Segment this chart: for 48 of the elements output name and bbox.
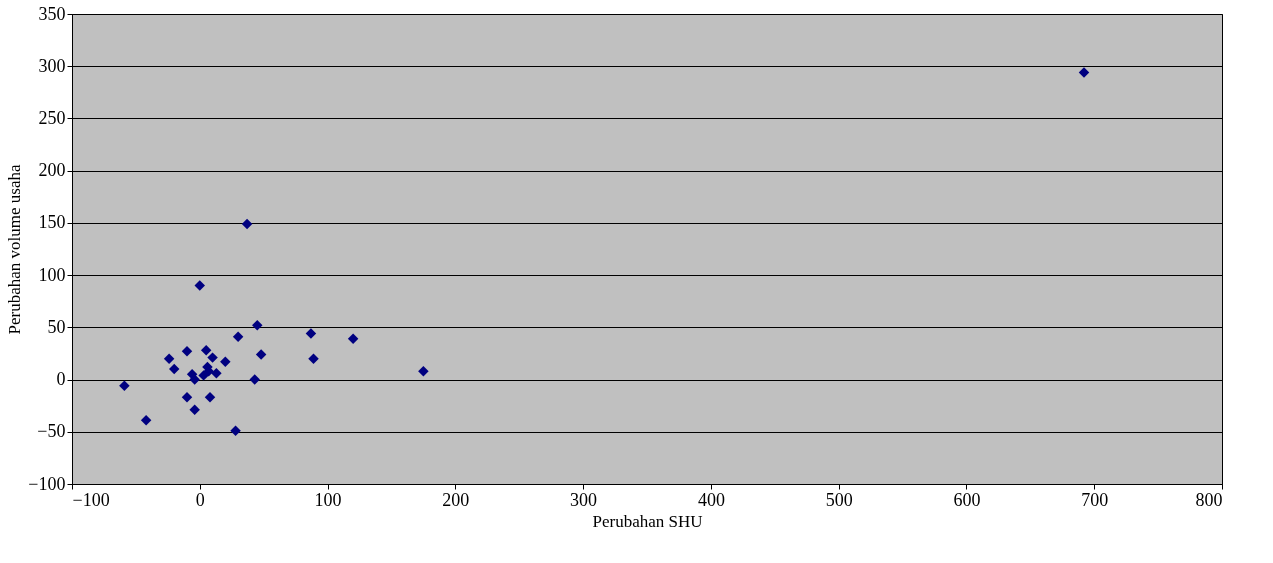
y-tick-label: 0 xyxy=(56,369,66,390)
x-tick-label: 200 xyxy=(442,489,470,510)
point xyxy=(418,365,429,377)
point xyxy=(189,404,200,416)
point xyxy=(211,368,222,379)
y-tick-label: −100 xyxy=(28,473,66,494)
point xyxy=(168,363,180,375)
point xyxy=(241,218,253,230)
point xyxy=(181,346,193,357)
point xyxy=(207,352,218,363)
point xyxy=(204,392,216,403)
point xyxy=(163,353,175,364)
x-tick-label: 300 xyxy=(570,489,598,510)
point xyxy=(255,349,267,360)
point xyxy=(308,353,319,364)
x-tick-label: 500 xyxy=(825,489,853,510)
x-tick-label: 700 xyxy=(1081,489,1109,510)
y-tick-label: 100 xyxy=(38,264,66,285)
y-tick-label: 300 xyxy=(38,55,66,76)
y-axis-title: Perubahan volume usaha xyxy=(5,164,25,335)
y-tick-label: −50 xyxy=(37,421,66,442)
point xyxy=(200,345,212,356)
point xyxy=(230,425,241,436)
point xyxy=(189,374,200,385)
point xyxy=(220,356,231,368)
x-axis-title: Perubahan SHU xyxy=(592,511,703,531)
x-tick-label: 0 xyxy=(195,489,205,510)
point xyxy=(1078,67,1090,78)
y-tick-label: 250 xyxy=(38,107,66,128)
y-tick-label: 350 xyxy=(38,3,66,24)
x-tick-label: −100 xyxy=(72,489,110,510)
point xyxy=(198,370,209,381)
x-tick-label: 600 xyxy=(953,489,981,510)
x-tick-label: 800 xyxy=(1195,489,1223,510)
x-tick-label: 400 xyxy=(697,489,725,510)
x-tick-label: 100 xyxy=(314,489,342,510)
point xyxy=(252,320,263,331)
point xyxy=(194,280,206,291)
point xyxy=(305,328,317,339)
y-tick-label: 200 xyxy=(38,160,66,181)
point xyxy=(249,374,260,385)
point xyxy=(140,415,152,426)
y-tick-label: 150 xyxy=(38,212,66,233)
point xyxy=(347,333,359,345)
point xyxy=(181,392,193,403)
point xyxy=(232,331,244,342)
y-tick-label: 50 xyxy=(47,316,66,337)
point xyxy=(119,380,130,392)
